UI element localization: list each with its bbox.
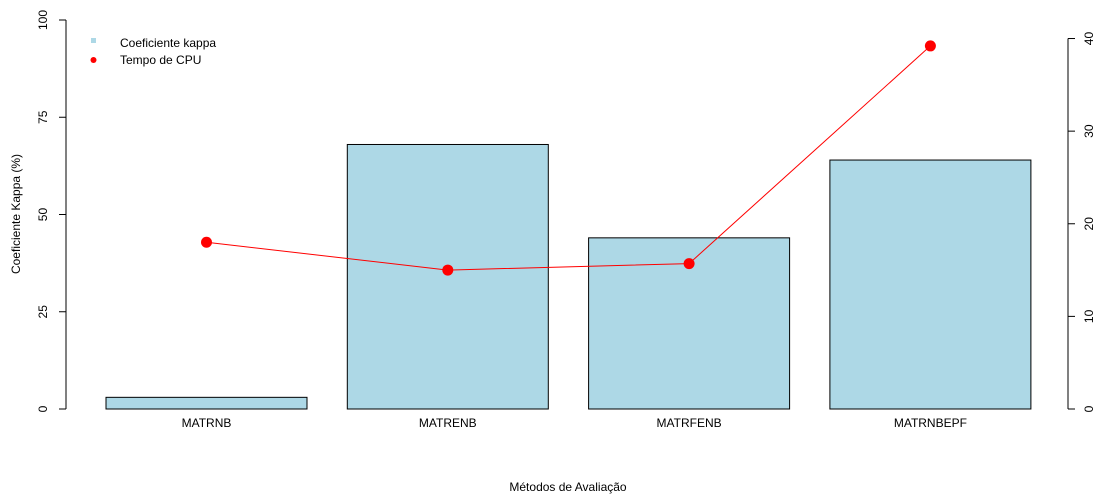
right-axis: 0 10 20 30 40 xyxy=(1067,32,1096,412)
x-tick-label: MATRENB xyxy=(419,416,477,430)
cpu-point-matrnb xyxy=(201,236,212,248)
legend-label-cpu: Tempo de CPU xyxy=(120,53,201,67)
right-tick-label: 40 xyxy=(1082,32,1096,46)
bar-matrenb xyxy=(346,143,549,410)
right-tick-label: 20 xyxy=(1082,217,1096,231)
x-tick-label: MATRFENB xyxy=(657,416,722,430)
legend-label-kappa: Coeficiente kappa xyxy=(120,36,216,50)
left-axis: 0 25 50 75 100 xyxy=(36,10,67,412)
line-layer xyxy=(201,40,936,276)
bar-matrnbepf xyxy=(829,159,1032,410)
legend-swatch-kappa xyxy=(91,38,96,43)
left-tick-label: 25 xyxy=(36,305,50,319)
bars-layer xyxy=(105,143,1032,410)
x-tick-label: MATRNBEPF xyxy=(894,416,967,430)
left-tick-label: 100 xyxy=(36,10,50,30)
cpu-point-matrenb xyxy=(442,264,454,276)
right-tick-label: 0 xyxy=(1082,405,1096,412)
x-tick-label: MATRNB xyxy=(182,416,232,430)
right-tick-label: 10 xyxy=(1082,309,1096,323)
cpu-time-line xyxy=(206,45,931,271)
left-tick-label: 50 xyxy=(36,208,50,222)
y-axis-label: Coeficiente Kappa (%) xyxy=(9,154,23,274)
left-tick-label: 75 xyxy=(36,110,50,124)
cpu-point-matrnbepf xyxy=(924,40,936,52)
x-tick-labels: MATRNB MATRENB MATRFENB MATRNBEPF xyxy=(182,416,967,430)
x-axis-label: Métodos de Avaliação xyxy=(509,480,627,494)
legend: Coeficiente kappa Tempo de CPU xyxy=(90,36,216,67)
right-tick-label: 30 xyxy=(1082,124,1096,138)
legend-marker-cpu xyxy=(90,57,97,63)
cpu-point-matrfenb xyxy=(683,258,695,270)
left-tick-label: 0 xyxy=(36,405,50,412)
bar-matrnb xyxy=(105,396,308,410)
